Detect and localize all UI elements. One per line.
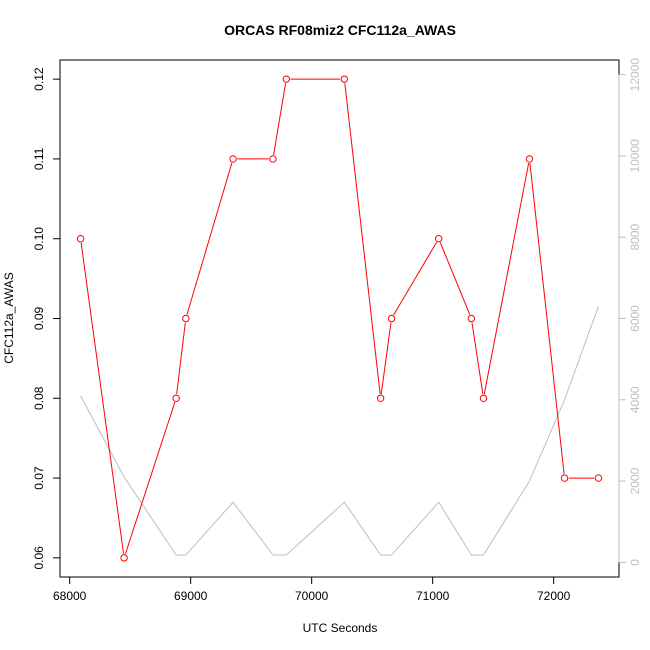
series-layer [76, 75, 603, 562]
primary-series-segment [186, 162, 233, 315]
primary-series-point [560, 474, 569, 482]
primary-series-segment [176, 322, 186, 395]
primary-series-segment [483, 162, 530, 395]
y2-axis: 0 2000 4000 6000 8000 10000 12000 [618, 58, 642, 566]
primary-series-segment [471, 322, 484, 395]
y2-tick-label: 12000 [628, 58, 642, 92]
primary-series-segment [273, 83, 287, 155]
primary-series-point [229, 155, 237, 163]
secondary-series-line [80, 306, 599, 556]
y-tick-label: 0.12 [32, 67, 46, 91]
y-tick-label: 0.09 [32, 306, 46, 330]
primary-series-segment [80, 242, 125, 554]
plot-frame [59, 59, 620, 578]
primary-series-point [376, 394, 385, 402]
primary-series-segment [393, 242, 438, 316]
primary-series-point [282, 75, 290, 83]
primary-series-point [467, 314, 476, 323]
y2-tick-label: 6000 [628, 305, 642, 332]
y-axis: 0.06 0.07 0.08 0.09 0.10 0.11 0.12 [32, 67, 61, 570]
primary-series-segment [124, 402, 176, 555]
primary-series-point [594, 474, 603, 482]
x-tick-label: 68000 [53, 589, 87, 603]
y-tick-label: 0.06 [32, 546, 46, 570]
primary-series-point [172, 394, 180, 402]
y2-tick-label: 2000 [628, 467, 642, 494]
x-tick-label: 69000 [174, 589, 208, 603]
primary-series-point [269, 155, 277, 163]
primary-series-segment [344, 83, 381, 395]
x-axis: 68000 69000 70000 71000 72000 [53, 576, 571, 603]
primary-series-point [387, 314, 396, 323]
y2-tick-label: 10000 [628, 139, 642, 173]
primary-series-segment [439, 242, 471, 315]
primary-series-point [340, 75, 349, 83]
y-tick-label: 0.08 [32, 386, 46, 410]
x-tick-label: 70000 [295, 589, 329, 603]
y2-tick-label: 4000 [628, 386, 642, 413]
primary-series-segment [529, 163, 565, 474]
primary-series-segment [380, 322, 392, 395]
chart-title: ORCAS RF08miz2 CFC112a_AWAS [224, 22, 456, 38]
primary-series-point [479, 394, 488, 402]
primary-series-point [76, 235, 85, 243]
y-tick-label: 0.07 [32, 466, 46, 490]
primary-series-point [182, 314, 190, 323]
primary-series-point [525, 155, 534, 163]
y-axis-label: CFC112a_AWAS [2, 272, 16, 364]
primary-series-point [435, 235, 443, 243]
y2-tick-label: 8000 [628, 224, 642, 251]
y-tick-label: 0.10 [32, 227, 46, 251]
primary-series-point [120, 554, 128, 562]
y-tick-label: 0.11 [32, 147, 46, 170]
y2-tick-label: 0 [628, 559, 642, 566]
x-tick-label: 71000 [416, 589, 450, 603]
x-tick-label: 72000 [537, 589, 571, 603]
x-axis-label: UTC Seconds [303, 621, 378, 635]
